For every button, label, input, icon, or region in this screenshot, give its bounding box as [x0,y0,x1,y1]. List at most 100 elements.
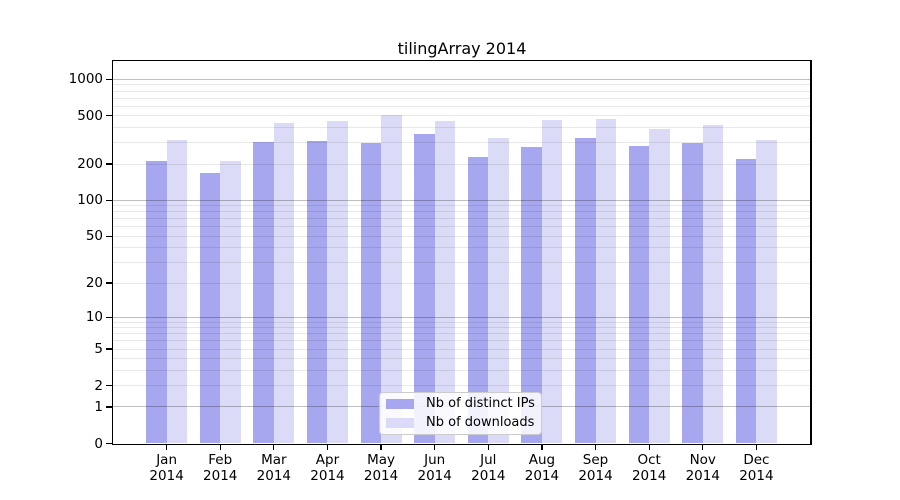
gridline-minor [113,327,810,329]
legend-item: Nb of downloads [380,414,541,430]
y-tick-label: 2 [94,377,103,394]
gridline-minor [113,358,810,360]
y-tick-label: 1000 [68,71,103,88]
legend-label: Nb of downloads [426,414,535,430]
bar-distinct-ips-apr [306,141,328,444]
bar-distinct-ips-jul [467,157,489,444]
x-tick [219,445,221,450]
gridline-minor [113,163,810,165]
x-tick [380,445,382,450]
y-tick [106,348,112,350]
x-tick [434,445,436,450]
gridline-minor [113,84,810,86]
y-tick [106,235,112,237]
gridline-minor [113,127,810,129]
x-tick-label: Apr 2014 [310,452,345,484]
bar-distinct-ips-sep [575,137,596,444]
gridline-minor [113,385,810,387]
x-tick [326,445,329,450]
bar-downloads-may [381,115,402,444]
bar-distinct-ips-mar [253,142,274,444]
bar-downloads-aug [541,119,563,444]
gridline-minor [113,90,810,92]
x-tick-label: Jun 2014 [417,452,452,484]
gridline-minor [113,105,810,107]
x-axis-spine [111,443,812,445]
gridline-major [113,199,810,201]
y-tick [106,282,112,284]
bar-downloads-nov [702,124,724,444]
gridline-major [113,78,810,80]
gridline-minor [113,235,810,237]
bar-downloads-oct [649,128,670,444]
x-tick-label: Oct 2014 [631,452,667,484]
bar-distinct-ips-oct [628,146,650,444]
bar-downloads-mar [273,122,295,444]
gridline-minor [113,262,810,264]
bar-downloads-jan [166,139,188,444]
legend-item: Nb of distinct IPs [380,397,541,411]
y-tick [106,115,112,117]
x-tick-label: Mar 2014 [256,452,292,484]
gridline-minor [113,97,810,99]
y-tick [106,78,112,80]
x-tick-label: Aug 2014 [524,452,560,484]
gridline-minor [113,247,810,249]
bar-downloads-dec [756,139,777,444]
legend: Nb of distinct IPs Nb of downloads [379,392,542,435]
gridline-minor [113,321,810,323]
y-tick-label: 500 [77,107,103,124]
bar-distinct-ips-dec [735,158,757,444]
y-tick-label: 0 [94,435,103,452]
y-tick [106,385,112,387]
bar-distinct-ips-feb [199,173,221,444]
x-tick [594,445,597,450]
x-tick [541,445,543,450]
x-tick [166,445,168,450]
y-tick-label: 10 [85,309,103,326]
gridline-minor [113,340,810,342]
gridline-minor [113,142,810,144]
gridline-minor [113,211,810,213]
y-tick-label: 200 [77,156,103,172]
y-tick [106,442,112,445]
x-tick [273,445,275,450]
top-spine [111,59,812,61]
legend-swatch-bar-distinct-ips [386,399,414,410]
bar-distinct-ips-may [360,142,382,444]
x-tick [702,445,704,450]
legend-swatch-bar-downloads [386,417,414,428]
bar-downloads-apr [327,120,348,444]
gridline-minor [113,218,810,220]
x-tick-label: May 2014 [363,452,399,484]
y-tick [106,316,112,318]
gridline-minor [113,333,810,335]
bar-distinct-ips-aug [521,146,542,444]
y-tick [106,199,112,201]
gridline-minor [113,282,810,284]
x-tick-label: Sep 2014 [578,452,613,484]
chart-title: tilingArray 2014 [397,39,527,58]
bar-downloads-jun [434,120,456,444]
y-tick-label: 100 [77,192,103,209]
gridline-minor [113,226,810,228]
gridline-major [113,316,810,318]
x-tick-label: Jan 2014 [149,452,184,484]
gridline-minor [113,348,810,350]
x-tick [487,445,489,450]
y-axis-spine [111,59,113,445]
x-tick [755,445,757,450]
bar-distinct-ips-nov [682,143,703,444]
y-tick-label: 20 [85,275,103,292]
y-tick-label: 5 [94,341,103,358]
bar-downloads-jul [488,137,509,444]
right-spine [810,59,812,445]
y-tick [106,406,112,408]
bar-distinct-ips-jan [146,160,167,444]
y-tick-label: 1 [94,398,103,415]
y-tick-label: 50 [85,228,103,245]
bar-downloads-feb [220,160,241,444]
x-tick-label: Nov 2014 [685,452,720,484]
bar-downloads-sep [595,118,617,444]
